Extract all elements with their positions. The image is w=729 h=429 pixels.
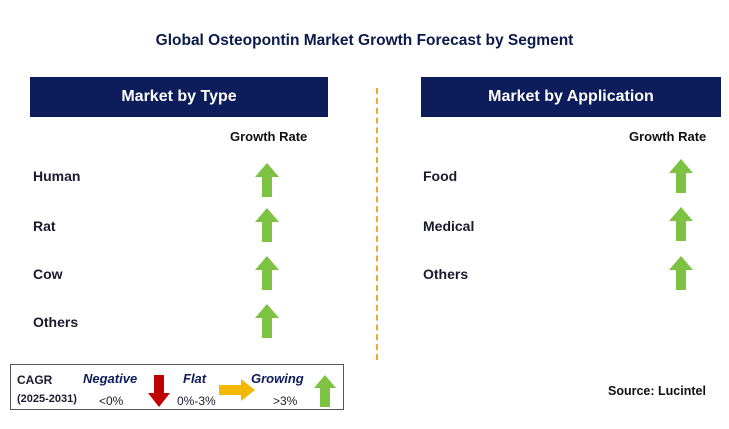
application-item-food: Food (423, 168, 458, 184)
legend-negative-range: <0% (99, 394, 124, 408)
market-by-application-header: Market by Application (421, 77, 721, 117)
legend-cagr-label: CAGR (17, 373, 53, 387)
negative-arrow-icon (148, 375, 170, 407)
type-growth-rate-label: Growth Rate (230, 129, 308, 144)
application-growth-rate-label: Growth Rate (629, 129, 707, 144)
panel-divider (376, 88, 378, 360)
market-by-type-header: Market by Type (30, 77, 328, 117)
legend-growing-range: >3% (273, 394, 298, 408)
growing-arrow-icon (669, 207, 693, 241)
growing-arrow-icon (669, 159, 693, 193)
growing-arrow-icon (255, 163, 279, 197)
legend-flat-label: Flat (183, 371, 207, 386)
cagr-legend: CAGR (2025-2031) Negative <0% Flat 0%-3%… (10, 364, 344, 410)
growing-arrow-icon (669, 256, 693, 290)
legend-negative-label: Negative (83, 371, 138, 386)
growing-arrow-icon (255, 208, 279, 242)
flat-arrow-icon (219, 379, 255, 401)
growing-arrow-icon (314, 375, 336, 407)
application-item-others: Others (423, 266, 469, 282)
type-item-others: Others (33, 314, 79, 330)
type-item-human: Human (33, 168, 81, 184)
growing-arrow-icon (255, 304, 279, 338)
application-item-medical: Medical (423, 218, 475, 234)
type-item-cow: Cow (33, 266, 63, 282)
type-item-rat: Rat (33, 218, 56, 234)
legend-growing-label: Growing (251, 371, 304, 386)
legend-flat-range: 0%-3% (177, 394, 216, 408)
legend-period: (2025-2031) (17, 393, 77, 405)
source-note: Source: Lucintel (608, 384, 706, 398)
growing-arrow-icon (255, 256, 279, 290)
page-title: Global Osteopontin Market Growth Forecas… (155, 32, 574, 49)
